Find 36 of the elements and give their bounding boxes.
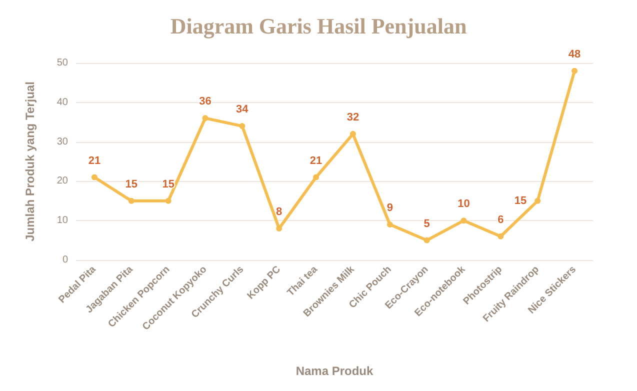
chart-title: Diagram Garis Hasil Penjualan <box>170 14 467 38</box>
point <box>386 222 393 228</box>
point <box>424 237 430 244</box>
data-label: 15 <box>162 178 174 190</box>
point <box>202 115 208 122</box>
data-label: 10 <box>458 198 470 210</box>
point <box>91 174 98 180</box>
x-axis-title: Nama Produk <box>296 364 374 378</box>
y-tick-label: 20 <box>56 176 68 187</box>
point <box>498 233 504 240</box>
y-tick-label: 10 <box>56 215 68 226</box>
data-label: 32 <box>346 111 360 124</box>
data-label: 15 <box>514 194 527 207</box>
point <box>165 198 172 204</box>
data-label: 15 <box>125 178 138 190</box>
point <box>572 68 578 74</box>
point <box>313 174 320 180</box>
data-label: 9 <box>386 202 393 214</box>
point <box>128 198 134 204</box>
point <box>239 123 246 130</box>
data-label: 6 <box>498 214 504 226</box>
data-label: 34 <box>236 104 250 116</box>
y-tick-label: 50 <box>56 58 68 68</box>
data-label: 48 <box>568 48 581 60</box>
y-tick-label: 30 <box>56 136 68 148</box>
data-label: 21 <box>310 154 322 167</box>
point <box>350 130 356 137</box>
data-label: 21 <box>88 154 101 167</box>
y-tick-label: 0 <box>62 254 68 266</box>
point <box>460 218 467 224</box>
data-label: 36 <box>199 96 212 108</box>
y-axis-title: Jumlah Produk yang Terjual <box>23 82 37 242</box>
point <box>534 198 541 204</box>
y-tick-label: 40 <box>56 96 68 108</box>
data-label: 8 <box>276 206 282 218</box>
data-label: 5 <box>424 218 430 230</box>
